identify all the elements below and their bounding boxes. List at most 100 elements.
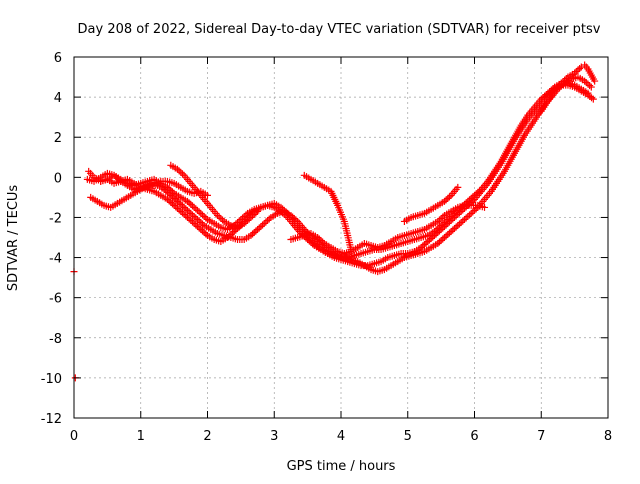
data-point	[444, 230, 452, 238]
data-point	[178, 202, 186, 210]
data-point	[300, 225, 308, 233]
data-point	[252, 209, 260, 217]
data-point	[314, 234, 322, 241]
series-trace-8	[400, 183, 462, 225]
data-point	[185, 199, 193, 207]
data-point	[442, 217, 450, 225]
data-point	[435, 216, 443, 224]
data-point	[244, 216, 252, 224]
data-point	[187, 209, 195, 217]
data-point	[277, 207, 285, 215]
data-point	[197, 225, 205, 233]
data-point	[168, 200, 176, 208]
y-tick-label: -8	[49, 332, 62, 347]
data-point	[574, 66, 582, 74]
data-point	[434, 224, 442, 232]
data-point	[467, 194, 475, 202]
data-point	[591, 77, 599, 85]
data-point	[240, 219, 248, 227]
data-point	[471, 206, 478, 214]
x-tick-label: 4	[337, 429, 345, 444]
data-point	[445, 193, 453, 201]
data-point	[175, 199, 183, 207]
data-point	[537, 95, 545, 103]
data-point	[437, 237, 445, 245]
data-point	[464, 197, 472, 205]
data-point	[165, 197, 173, 205]
data-point	[167, 186, 175, 194]
data-point	[173, 197, 181, 205]
data-point	[449, 226, 457, 234]
data-point	[459, 217, 467, 225]
data-point	[584, 89, 592, 97]
data-point	[347, 246, 355, 254]
data-point	[215, 213, 223, 221]
data-point	[242, 218, 250, 226]
data-point	[264, 216, 272, 224]
data-point	[562, 75, 570, 83]
data-point	[454, 183, 462, 191]
y-tick-label: -12	[41, 412, 62, 427]
data-point	[245, 215, 253, 223]
data-point	[190, 219, 198, 227]
data-point	[435, 223, 443, 231]
data-point	[442, 232, 450, 240]
data-point	[182, 212, 190, 220]
data-point	[239, 214, 247, 222]
data-point	[279, 209, 287, 217]
series-trace-7	[300, 171, 355, 254]
data-point	[192, 205, 200, 213]
data-point	[183, 206, 191, 214]
data-point	[230, 227, 238, 235]
data-point	[259, 221, 267, 229]
data-point	[469, 193, 477, 201]
data-point	[440, 234, 448, 241]
data-point	[280, 210, 288, 218]
data-point	[250, 228, 258, 236]
data-point	[586, 82, 594, 90]
data-point	[474, 188, 482, 196]
data-point	[190, 212, 198, 220]
data-point	[242, 211, 250, 219]
data-point	[305, 237, 313, 245]
data-point	[249, 230, 257, 238]
data-point	[180, 210, 188, 218]
data-point	[292, 216, 300, 224]
data-point	[255, 224, 263, 232]
data-point	[195, 217, 203, 225]
data-point	[202, 214, 210, 222]
data-point	[177, 200, 185, 208]
data-point	[469, 208, 477, 216]
x-tick-label: 8	[604, 429, 612, 444]
data-point	[200, 228, 208, 236]
data-layer	[70, 61, 599, 382]
data-point	[557, 79, 565, 87]
x-tick-label: 5	[404, 429, 412, 444]
data-point	[290, 214, 298, 222]
data-point	[168, 188, 176, 196]
x-tick-label: 6	[470, 429, 478, 444]
data-point	[452, 223, 460, 231]
y-tick-label: 6	[54, 51, 62, 66]
data-point	[265, 215, 273, 223]
data-point	[254, 225, 262, 233]
data-point	[177, 168, 185, 176]
data-point	[217, 214, 225, 222]
data-point	[197, 209, 205, 217]
data-point	[197, 218, 205, 226]
y-tick-label: -6	[49, 292, 62, 307]
data-point	[440, 197, 448, 205]
data-point	[424, 238, 432, 246]
x-tick-label: 2	[203, 429, 211, 444]
data-point	[219, 216, 227, 224]
data-point	[571, 69, 579, 77]
data-point	[319, 238, 327, 246]
data-point	[539, 94, 547, 102]
data-point	[450, 224, 458, 232]
data-point	[440, 218, 448, 226]
data-point	[190, 203, 198, 211]
y-tick-label: -2	[49, 211, 62, 226]
data-point	[180, 203, 188, 211]
data-point	[163, 195, 171, 203]
